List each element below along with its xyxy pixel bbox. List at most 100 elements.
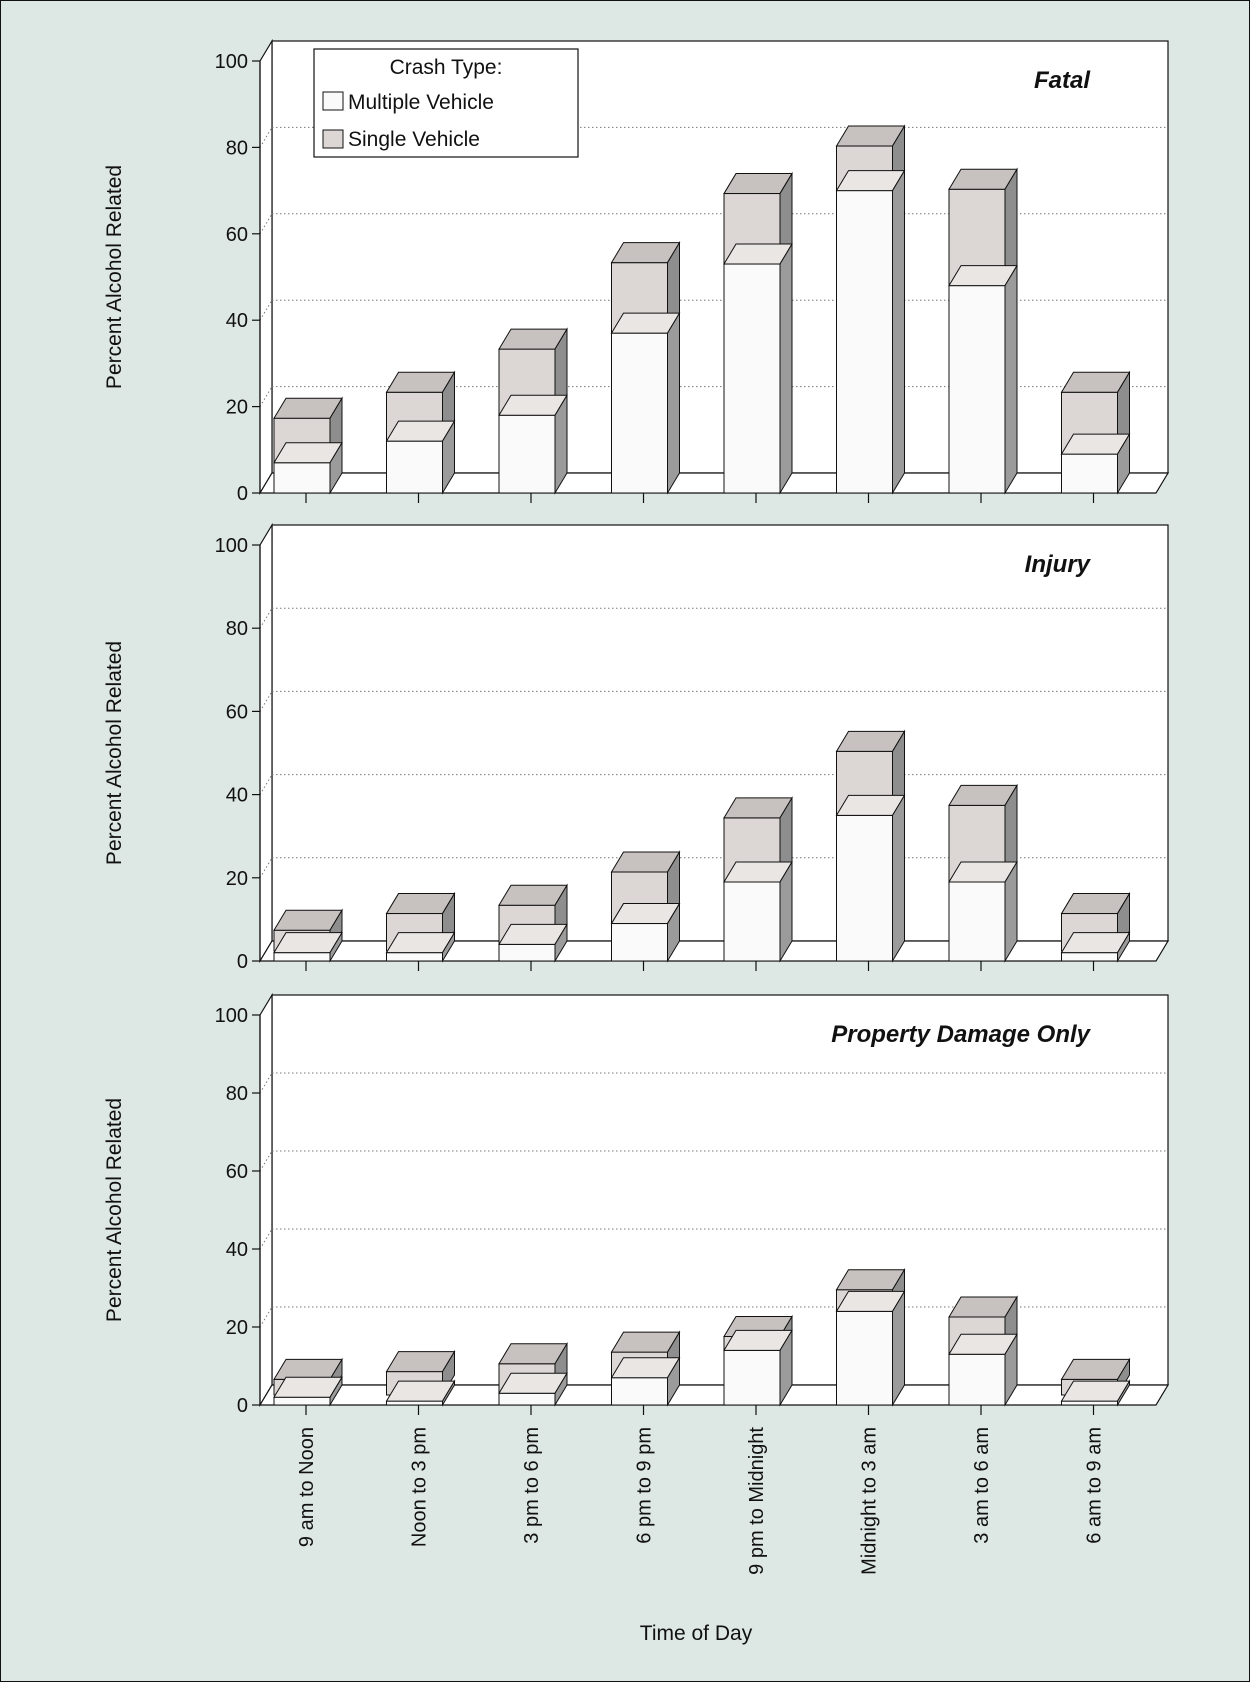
y-tick-label: 40 — [226, 1239, 248, 1261]
bar-multiple-vehicle — [498, 1371, 568, 1407]
bar-multiple-vehicle — [835, 168, 906, 495]
bar-multiple-vehicle-side — [779, 242, 793, 495]
y-axis-title: Percent Alcohol Related — [103, 641, 126, 865]
bar-multiple-vehicle-side — [329, 1375, 343, 1407]
y-tick-label: 0 — [237, 1395, 248, 1417]
x-category-label: 9 pm to Midnight — [746, 1427, 768, 1575]
bar-multiple-vehicle-front — [611, 1377, 668, 1406]
y-tick-label: 80 — [226, 618, 248, 640]
y-tick-label: 40 — [226, 310, 248, 332]
bar-multiple-vehicle — [385, 419, 456, 495]
legend-swatch-multiple-vehicle — [322, 91, 344, 111]
plot-back-wall — [271, 524, 1169, 942]
y-axis-title: Percent Alcohol Related — [103, 1098, 126, 1322]
bar-multiple-vehicle-side — [892, 168, 905, 495]
bar-multiple-vehicle — [273, 1375, 343, 1407]
bar-multiple-vehicle-front — [1061, 952, 1118, 962]
bar-multiple-vehicle-front — [498, 414, 556, 494]
y-tick-label: 100 — [215, 1005, 248, 1027]
x-category-label: Midnight to 3 am — [859, 1427, 881, 1575]
bar-multiple-vehicle — [1060, 432, 1131, 495]
bar-multiple-vehicle-front — [948, 881, 1006, 962]
x-category-label: 9 am to Noon — [296, 1427, 318, 1547]
bar-multiple-vehicle-side — [329, 440, 343, 495]
bar-multiple-vehicle — [835, 1289, 906, 1407]
bar-multiple-vehicle-front — [836, 1310, 893, 1406]
bar-multiple-vehicle-front — [948, 1353, 1006, 1406]
plot-left-wall — [259, 38, 273, 496]
y-tick-label: 20 — [226, 1317, 248, 1339]
bar-multiple-vehicle-side — [1117, 1379, 1130, 1407]
bar-multiple-vehicle — [498, 393, 568, 495]
bar-multiple-vehicle — [723, 1328, 793, 1407]
bar-multiple-vehicle — [498, 922, 568, 963]
bar-multiple-vehicle — [385, 1379, 456, 1407]
x-category-label: 3 am to 6 am — [971, 1427, 993, 1544]
panel-property-damage-only: 0 20 40 60 80 100 Percent Alcohol Related Prope… — [103, 992, 1170, 1417]
panel-injury: 0 20 40 60 80 100 Percent Alcohol Related Injur… — [103, 522, 1170, 973]
bar-multiple-vehicle-side — [329, 930, 343, 963]
bar-multiple-vehicle-front — [498, 943, 556, 962]
y-tick-label: 20 — [226, 397, 248, 419]
bar-multiple-vehicle-front — [1061, 1400, 1118, 1406]
bar-multiple-vehicle-side — [667, 901, 680, 963]
panel-fatal: 0 20 40 60 80 100 Percent Alcohol Related Fatal — [103, 38, 1170, 505]
bar-multiple-vehicle-front — [723, 263, 781, 494]
legend-label: Multiple Vehicle — [348, 91, 494, 114]
plot-left-wall — [259, 522, 273, 964]
bar-multiple-vehicle-side — [1004, 1332, 1018, 1407]
bar-multiple-vehicle — [273, 440, 343, 495]
bar-multiple-vehicle-side — [442, 1379, 455, 1407]
panel-title: Injury — [1025, 551, 1092, 578]
panel-title: Fatal — [1034, 67, 1091, 94]
bar-multiple-vehicle-front — [386, 1400, 443, 1406]
y-tick-label: 0 — [237, 483, 248, 505]
bar-multiple-vehicle-front — [386, 440, 443, 494]
bar-multiple-vehicle-side — [1117, 432, 1130, 495]
bar-multiple-vehicle — [948, 263, 1018, 495]
bar-multiple-vehicle-side — [1117, 930, 1130, 963]
bar-multiple-vehicle-front — [948, 285, 1006, 494]
bar-multiple-vehicle-side — [779, 1328, 793, 1407]
bar-multiple-vehicle-front — [723, 881, 781, 962]
bar-multiple-vehicle-front — [386, 952, 443, 962]
bar-multiple-vehicle-front — [611, 332, 668, 494]
bar-multiple-vehicle-side — [779, 860, 793, 963]
panel-title: Property Damage Only — [831, 1021, 1091, 1048]
bar-multiple-vehicle-front — [611, 923, 668, 962]
bar-multiple-vehicle — [948, 1332, 1018, 1407]
x-category-label: 6 pm to 9 pm — [634, 1427, 656, 1544]
y-tick-label: 20 — [226, 868, 248, 890]
plot-left-wall — [259, 992, 273, 1408]
bar-multiple-vehicle-front — [836, 190, 893, 494]
bar-multiple-vehicle-side — [1004, 860, 1018, 963]
legend-label: Single Vehicle — [348, 128, 480, 151]
bar-multiple-vehicle-side — [554, 393, 568, 495]
y-tick-label: 0 — [237, 951, 248, 973]
bar-multiple-vehicle-front — [273, 462, 331, 494]
y-tick-label: 80 — [226, 1083, 248, 1105]
bar-multiple-vehicle-front — [273, 952, 331, 962]
bar-multiple-vehicle-front — [498, 1392, 556, 1406]
y-axis-title: Percent Alcohol Related — [103, 165, 126, 389]
legend-swatch-single-vehicle — [322, 129, 344, 149]
y-tick-label: 40 — [226, 785, 248, 807]
bar-multiple-vehicle-side — [442, 930, 455, 963]
bar-multiple-vehicle — [835, 793, 906, 963]
bar-multiple-vehicle — [610, 311, 681, 495]
y-tick-label: 80 — [226, 137, 248, 159]
bar-multiple-vehicle — [723, 242, 793, 495]
bar-multiple-vehicle-front — [273, 1396, 331, 1406]
y-tick-label: 60 — [226, 1161, 248, 1183]
bar-multiple-vehicle-side — [667, 311, 680, 495]
legend-box — [313, 48, 579, 158]
bar-multiple-vehicle — [273, 930, 343, 963]
y-tick-label: 60 — [226, 224, 248, 246]
bar-multiple-vehicle — [723, 860, 793, 963]
bar-multiple-vehicle-front — [723, 1349, 781, 1406]
plot-back-wall — [271, 994, 1169, 1386]
bar-multiple-vehicle-side — [1004, 263, 1018, 495]
bar-multiple-vehicle — [1060, 1379, 1131, 1407]
bar-multiple-vehicle-front — [1061, 453, 1118, 494]
